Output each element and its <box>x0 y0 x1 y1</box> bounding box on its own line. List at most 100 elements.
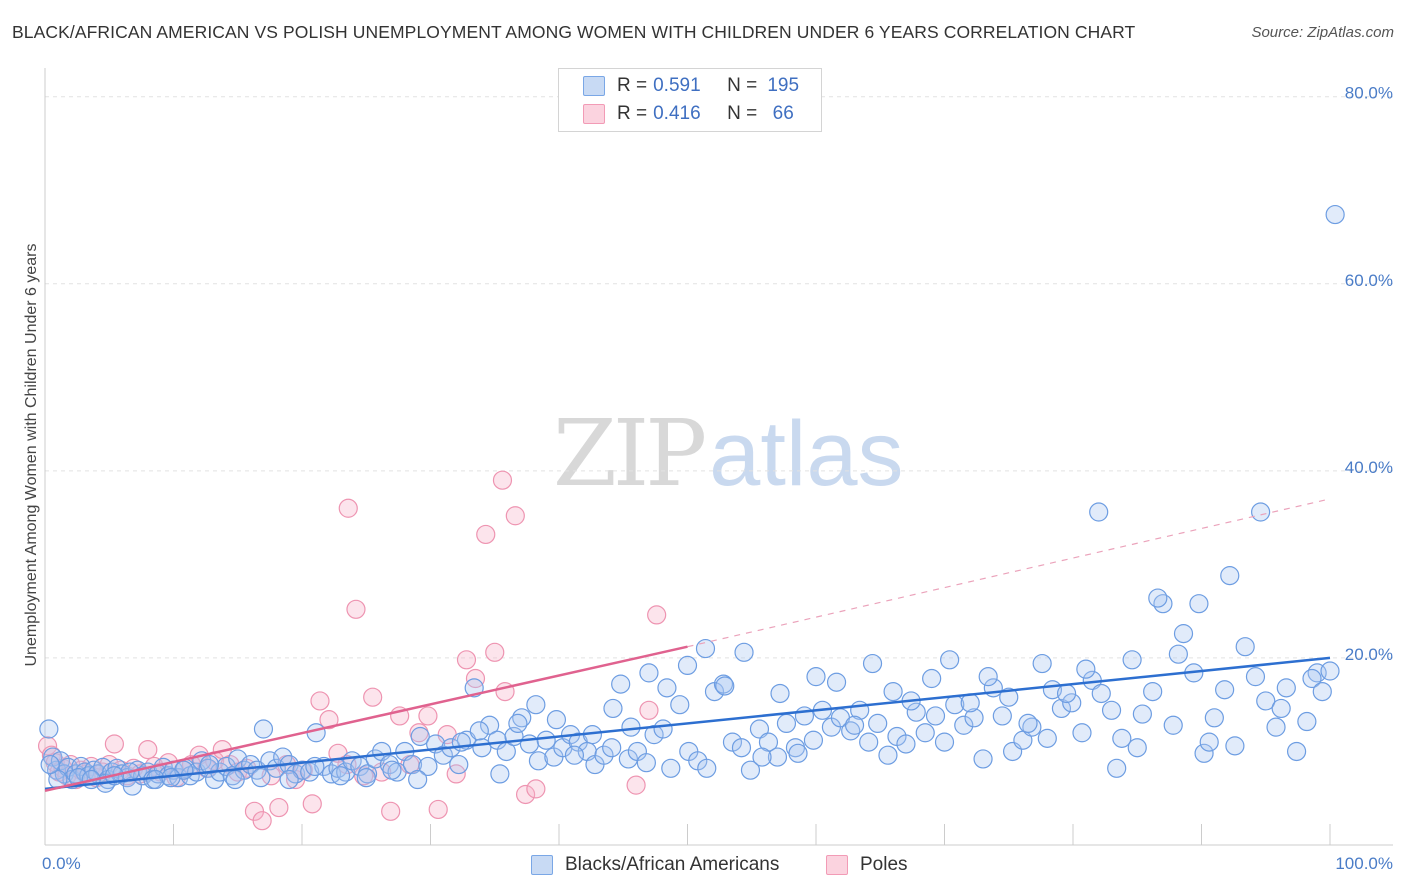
blacks-point <box>1199 732 1219 752</box>
blacks-point <box>199 754 220 775</box>
blacks-point <box>695 638 716 659</box>
blacks-point <box>611 674 631 694</box>
blacks-point <box>356 768 376 788</box>
blacks-point <box>1032 653 1052 674</box>
blacks-point <box>862 653 883 674</box>
blacks-point <box>1325 204 1345 225</box>
blacks-point <box>896 734 916 754</box>
poles-trendline-extension <box>687 498 1331 648</box>
blacks-point <box>1276 678 1296 698</box>
source-label: Source: ZipAtlas.com <box>1251 24 1394 41</box>
blacks-point <box>661 758 681 778</box>
poles-point <box>381 801 401 821</box>
blacks-point <box>508 713 528 734</box>
blacks-point <box>1127 738 1147 758</box>
poles-point <box>515 784 536 805</box>
blacks-point <box>826 672 847 692</box>
blacks-point <box>973 749 993 769</box>
n-value: 195 <box>767 75 800 96</box>
blacks-point <box>906 702 926 722</box>
blacks-point <box>1018 713 1038 734</box>
blacks-point <box>528 751 549 771</box>
blacks-point <box>1153 594 1173 614</box>
blacks-points <box>39 204 1345 796</box>
x-tick-label-min: 0.0% <box>42 854 81 873</box>
blacks-point <box>1302 668 1322 689</box>
poles-point <box>418 706 438 726</box>
blacks-point <box>1148 588 1168 608</box>
blacks-point <box>859 732 879 752</box>
blacks-point <box>306 723 326 743</box>
blacks-point <box>1107 758 1127 778</box>
n-value: 66 <box>772 103 794 124</box>
blacks-point <box>418 756 438 777</box>
blacks-point <box>636 753 656 773</box>
blacks-point <box>564 745 585 765</box>
blacks-point <box>770 683 790 704</box>
blacks-point <box>992 706 1012 726</box>
blacks-point <box>1204 708 1224 728</box>
blacks-point <box>752 747 772 767</box>
blacks-point <box>1143 681 1163 702</box>
blacks-point <box>868 713 888 734</box>
x-tick-label-max: 100.0% <box>1335 854 1393 873</box>
r-value: 0.591 <box>653 75 701 96</box>
blacks-point <box>1215 680 1235 700</box>
blacks-point <box>279 769 299 790</box>
legend-label-poles: Poles <box>860 854 908 875</box>
blacks-point <box>964 708 984 728</box>
blacks-point <box>960 693 980 713</box>
blacks-point <box>915 723 935 743</box>
blacks-point <box>621 717 641 737</box>
chart-title: BLACK/AFRICAN AMERICAN VS POLISH UNEMPLO… <box>12 22 1136 42</box>
poles-point <box>363 687 383 707</box>
blacks-point <box>1320 661 1340 681</box>
blacks-point <box>1037 728 1057 748</box>
blacks-point <box>1251 502 1271 522</box>
poles-point <box>428 799 448 820</box>
trendlines <box>44 498 1331 792</box>
poles-point <box>639 700 659 720</box>
blacks-trendline <box>44 656 1331 791</box>
blacks-point <box>330 766 351 786</box>
poles-point <box>346 599 366 619</box>
blacks-point <box>1256 691 1276 711</box>
blacks-point <box>480 715 500 735</box>
axes <box>44 68 1393 846</box>
blacks-point <box>657 678 677 698</box>
blacks-point <box>883 681 903 702</box>
blacks-point <box>806 667 826 687</box>
blacks-point <box>803 730 824 750</box>
poles-point <box>302 794 322 814</box>
blacks-point <box>776 713 797 734</box>
legend-row-poles: R = 0.416 N = 66 <box>583 101 803 127</box>
blacks-point <box>844 715 865 735</box>
blacks-point <box>722 732 743 752</box>
blacks-point <box>1062 693 1082 713</box>
blacks-point <box>925 706 946 726</box>
blacks-point <box>410 726 430 747</box>
blacks-point <box>731 738 752 758</box>
blacks-point <box>670 695 690 715</box>
blacks-point <box>999 687 1019 707</box>
blacks-point <box>1122 650 1142 670</box>
blacks-point <box>1089 502 1109 522</box>
blacks-point <box>639 663 659 683</box>
blacks-point <box>1235 637 1255 657</box>
blacks-point <box>697 758 717 778</box>
blacks-point <box>526 695 546 715</box>
correlation-legend: R = 0.591 N = 195 R = 0.416 N = 66 <box>558 68 822 132</box>
blacks-point <box>734 642 754 662</box>
blacks-point <box>336 762 356 782</box>
n-label: N = <box>727 75 758 96</box>
blacks-point <box>546 710 567 730</box>
blacks-point <box>251 768 271 788</box>
gridlines <box>45 96 1393 659</box>
blacks-point <box>433 745 453 765</box>
poles-point <box>476 524 496 545</box>
poles-point <box>505 506 525 526</box>
blacks-point <box>1266 717 1286 737</box>
blacks-point <box>922 668 942 689</box>
blacks-point <box>715 676 735 696</box>
